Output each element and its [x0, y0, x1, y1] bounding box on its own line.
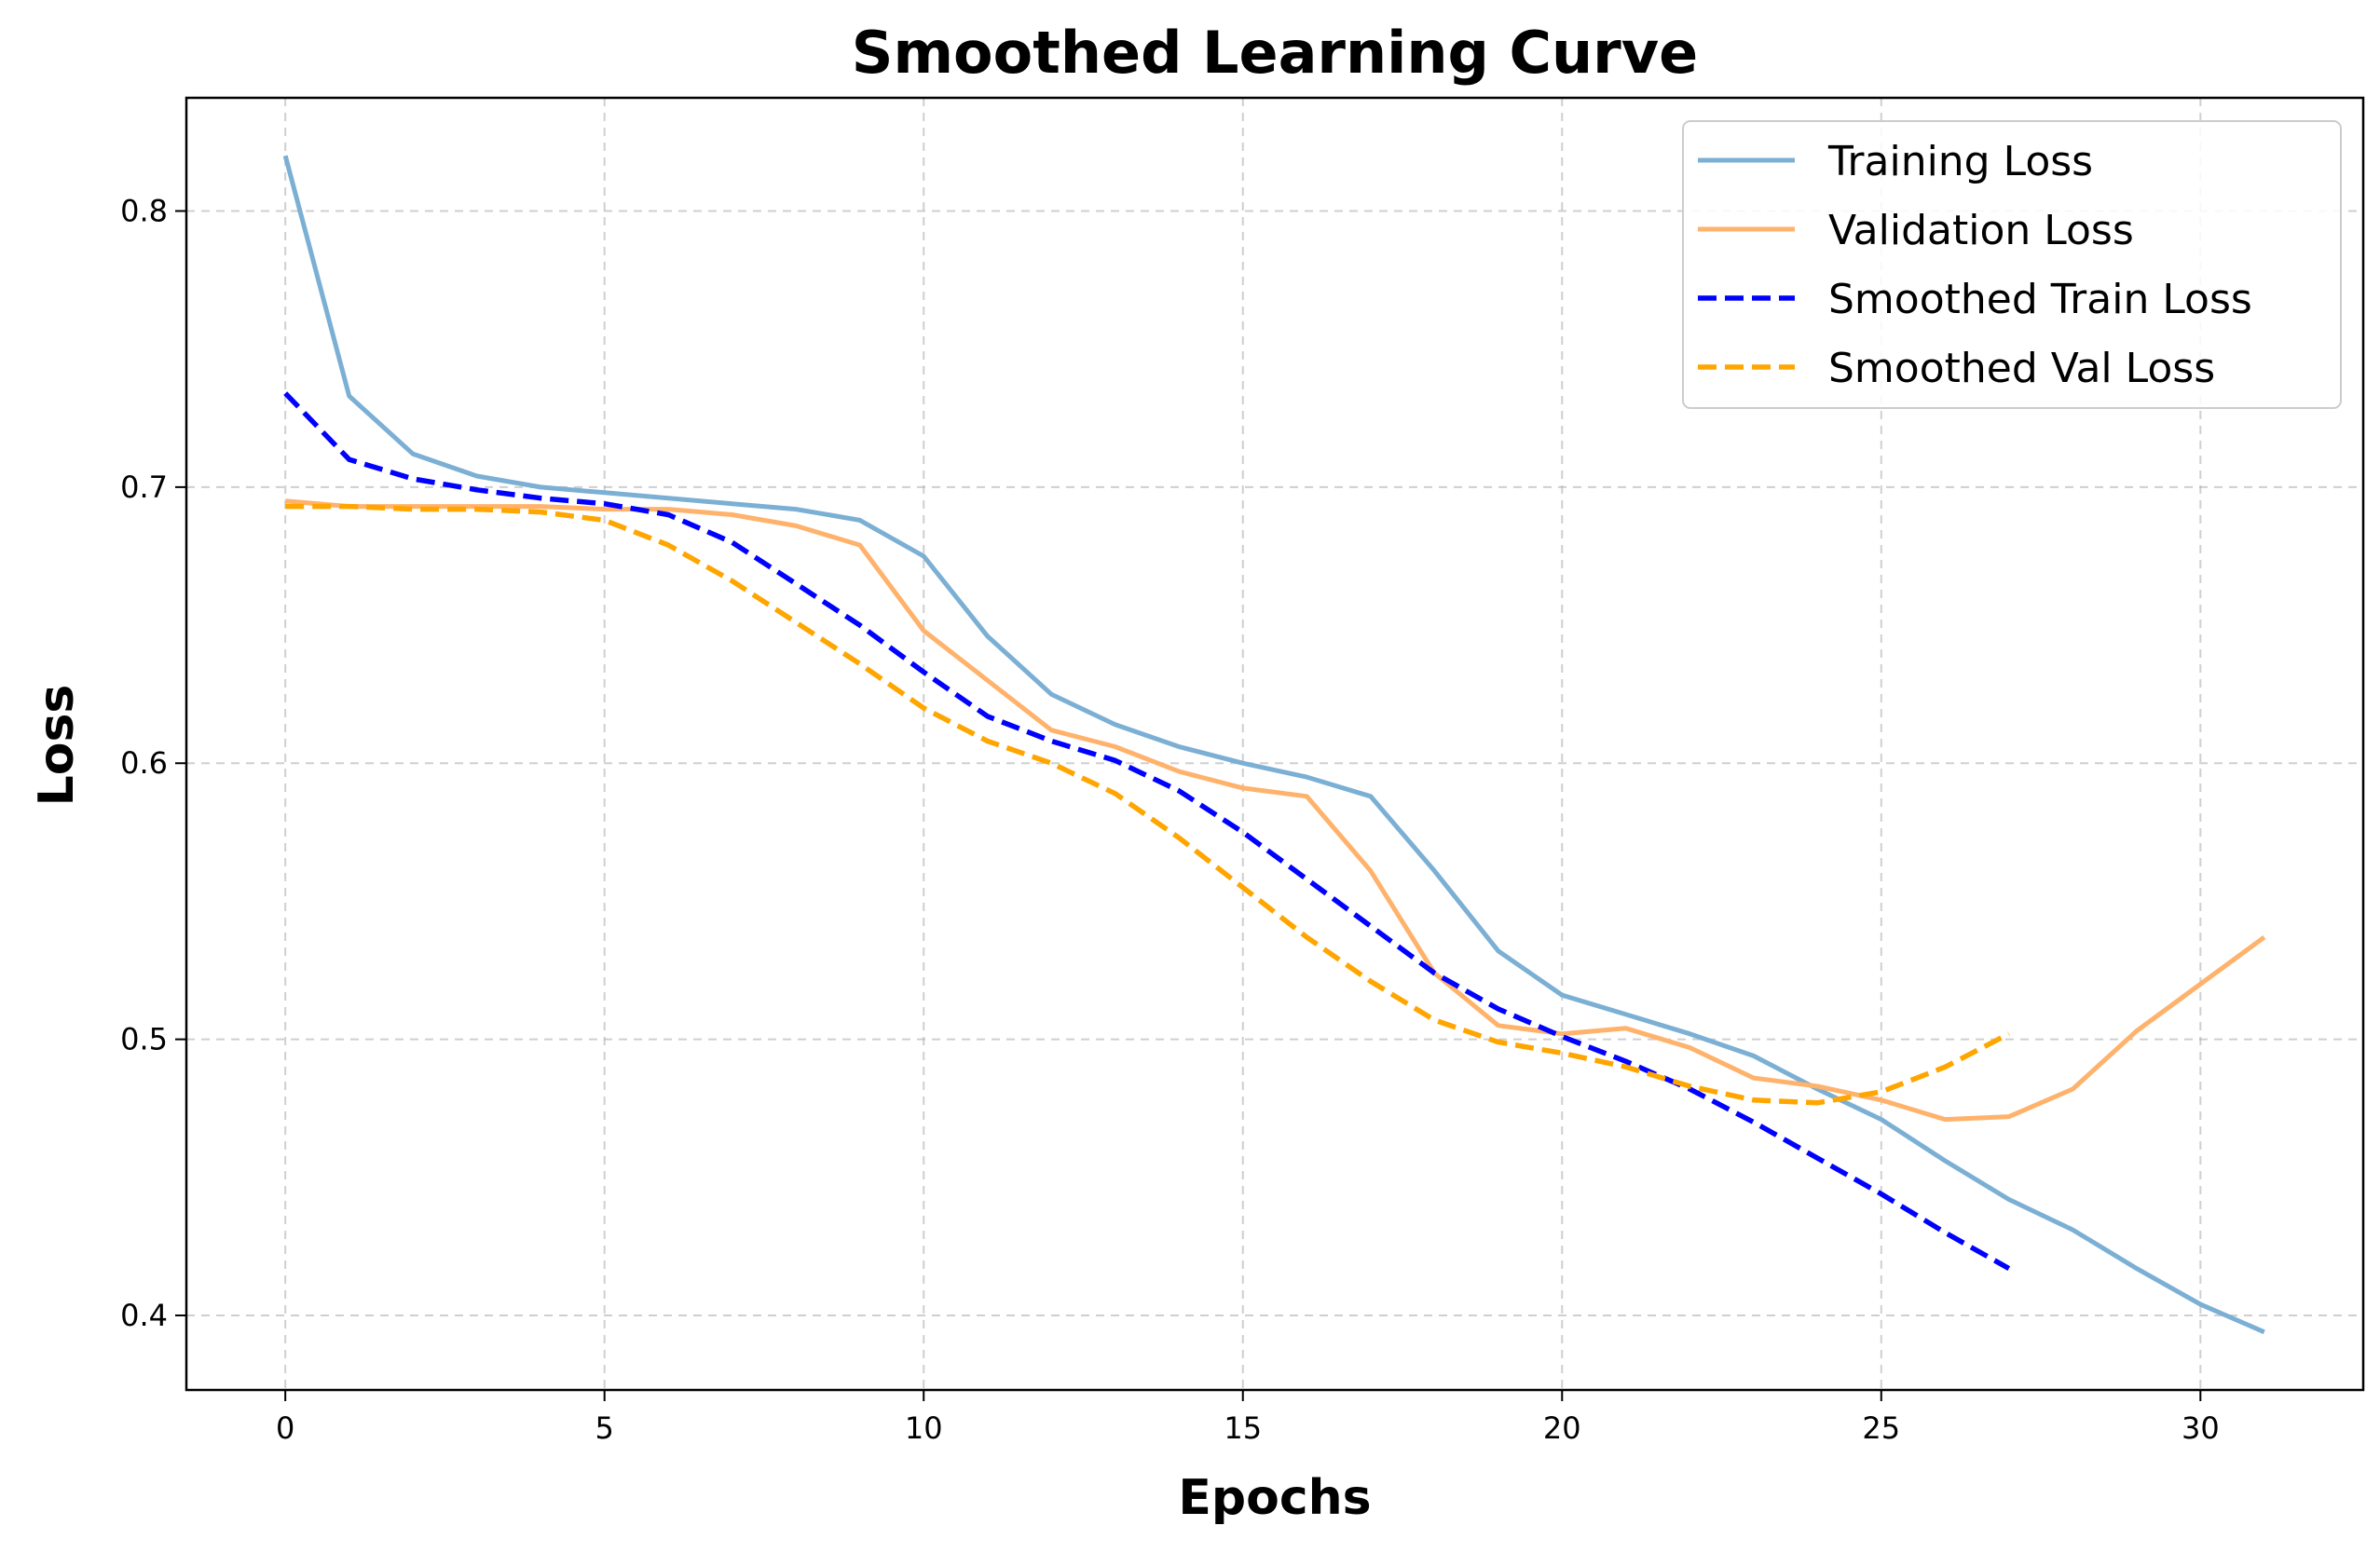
y-tick-label: 0.6: [120, 745, 168, 781]
x-tick-label: 20: [1543, 1410, 1581, 1446]
series-line-smoothed-val-loss: [285, 503, 2011, 1106]
series-line-smoothed-train-loss: [283, 391, 2011, 1271]
series-line-training-loss: [282, 155, 2265, 1335]
axis-ticks: 0 5 10 15 20 25 30 0.4 0.5 0.6 0.7 0.8: [120, 194, 2220, 1446]
y-tick-label: 0.7: [120, 470, 168, 505]
x-tick-label: 15: [1224, 1410, 1262, 1446]
grid-lines: [186, 98, 2363, 1390]
legend-label-validation-loss: Validation Loss: [1828, 207, 2134, 254]
legend-label-smoothed-val-loss: Smoothed Val Loss: [1828, 345, 2215, 392]
y-tick-label: 0.8: [120, 194, 168, 229]
plot-area-frame: [185, 96, 2365, 1392]
x-tick-label: 25: [1862, 1410, 1900, 1446]
chart-title: Smoothed Learning Curve: [852, 19, 1698, 87]
x-tick-label: 10: [905, 1410, 943, 1446]
y-tick-label: 0.5: [120, 1022, 168, 1057]
y-axis-label: Loss: [29, 685, 85, 807]
legend: Training Loss Validation Loss Smoothed T…: [1682, 120, 2342, 409]
legend-label-smoothed-train-loss: Smoothed Train Loss: [1828, 276, 2252, 323]
legend-label-training-loss: Training Loss: [1827, 138, 2093, 185]
series-line-validation-loss: [284, 498, 2266, 1123]
y-tick-label: 0.4: [120, 1298, 168, 1333]
x-tick-label: 5: [595, 1410, 614, 1446]
x-tick-label: 0: [276, 1410, 294, 1446]
legend-box: [1682, 120, 2342, 409]
x-tick-label: 30: [2182, 1410, 2220, 1446]
x-axis-label: Epochs: [1178, 1470, 1371, 1526]
plot-series: [282, 155, 2266, 1335]
